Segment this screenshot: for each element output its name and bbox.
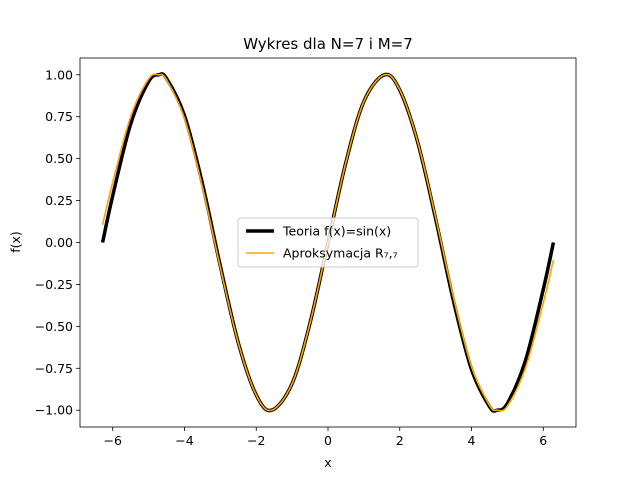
- y-tick-label: 0.50: [45, 151, 73, 166]
- x-axis-label: x: [324, 455, 331, 470]
- x-tick-label: −2: [247, 433, 265, 448]
- y-tick-label: 1.00: [45, 67, 73, 82]
- y-axis-label: f(x): [8, 231, 23, 253]
- x-tick-label: 0: [324, 433, 332, 448]
- legend: Teoria f(x)=sin(x) Aproksymacja R₇,₇: [237, 217, 419, 268]
- y-tick-label: −0.50: [35, 319, 73, 334]
- y-tick-label: 0.75: [45, 109, 73, 124]
- y-tick-label: 0.00: [45, 235, 73, 250]
- y-tick-label: −1.00: [35, 403, 73, 418]
- legend-label-approximation: Aproksymacja R₇,₇: [283, 246, 398, 261]
- y-tick-label: 0.25: [45, 193, 73, 208]
- y-tick-label: −0.75: [35, 361, 73, 376]
- x-axis-ticks: −6 −4 −2 0 2 4 6: [104, 427, 547, 448]
- y-axis-ticks: −1.00 −0.75 −0.50 −0.25 0.00 0.25 0.50 0.75 1.00: [35, 67, 80, 418]
- legend-label-theory: Teoria f(x)=sin(x): [282, 224, 391, 239]
- y-tick-label: −0.25: [35, 277, 73, 292]
- x-tick-label: −6: [104, 433, 122, 448]
- legend-box: [237, 217, 419, 268]
- x-tick-label: 4: [468, 433, 476, 448]
- x-tick-label: −4: [175, 433, 193, 448]
- x-tick-label: 6: [539, 433, 547, 448]
- x-tick-label: 2: [396, 433, 404, 448]
- chart-title: Wykres dla N=7 i M=7: [243, 35, 413, 53]
